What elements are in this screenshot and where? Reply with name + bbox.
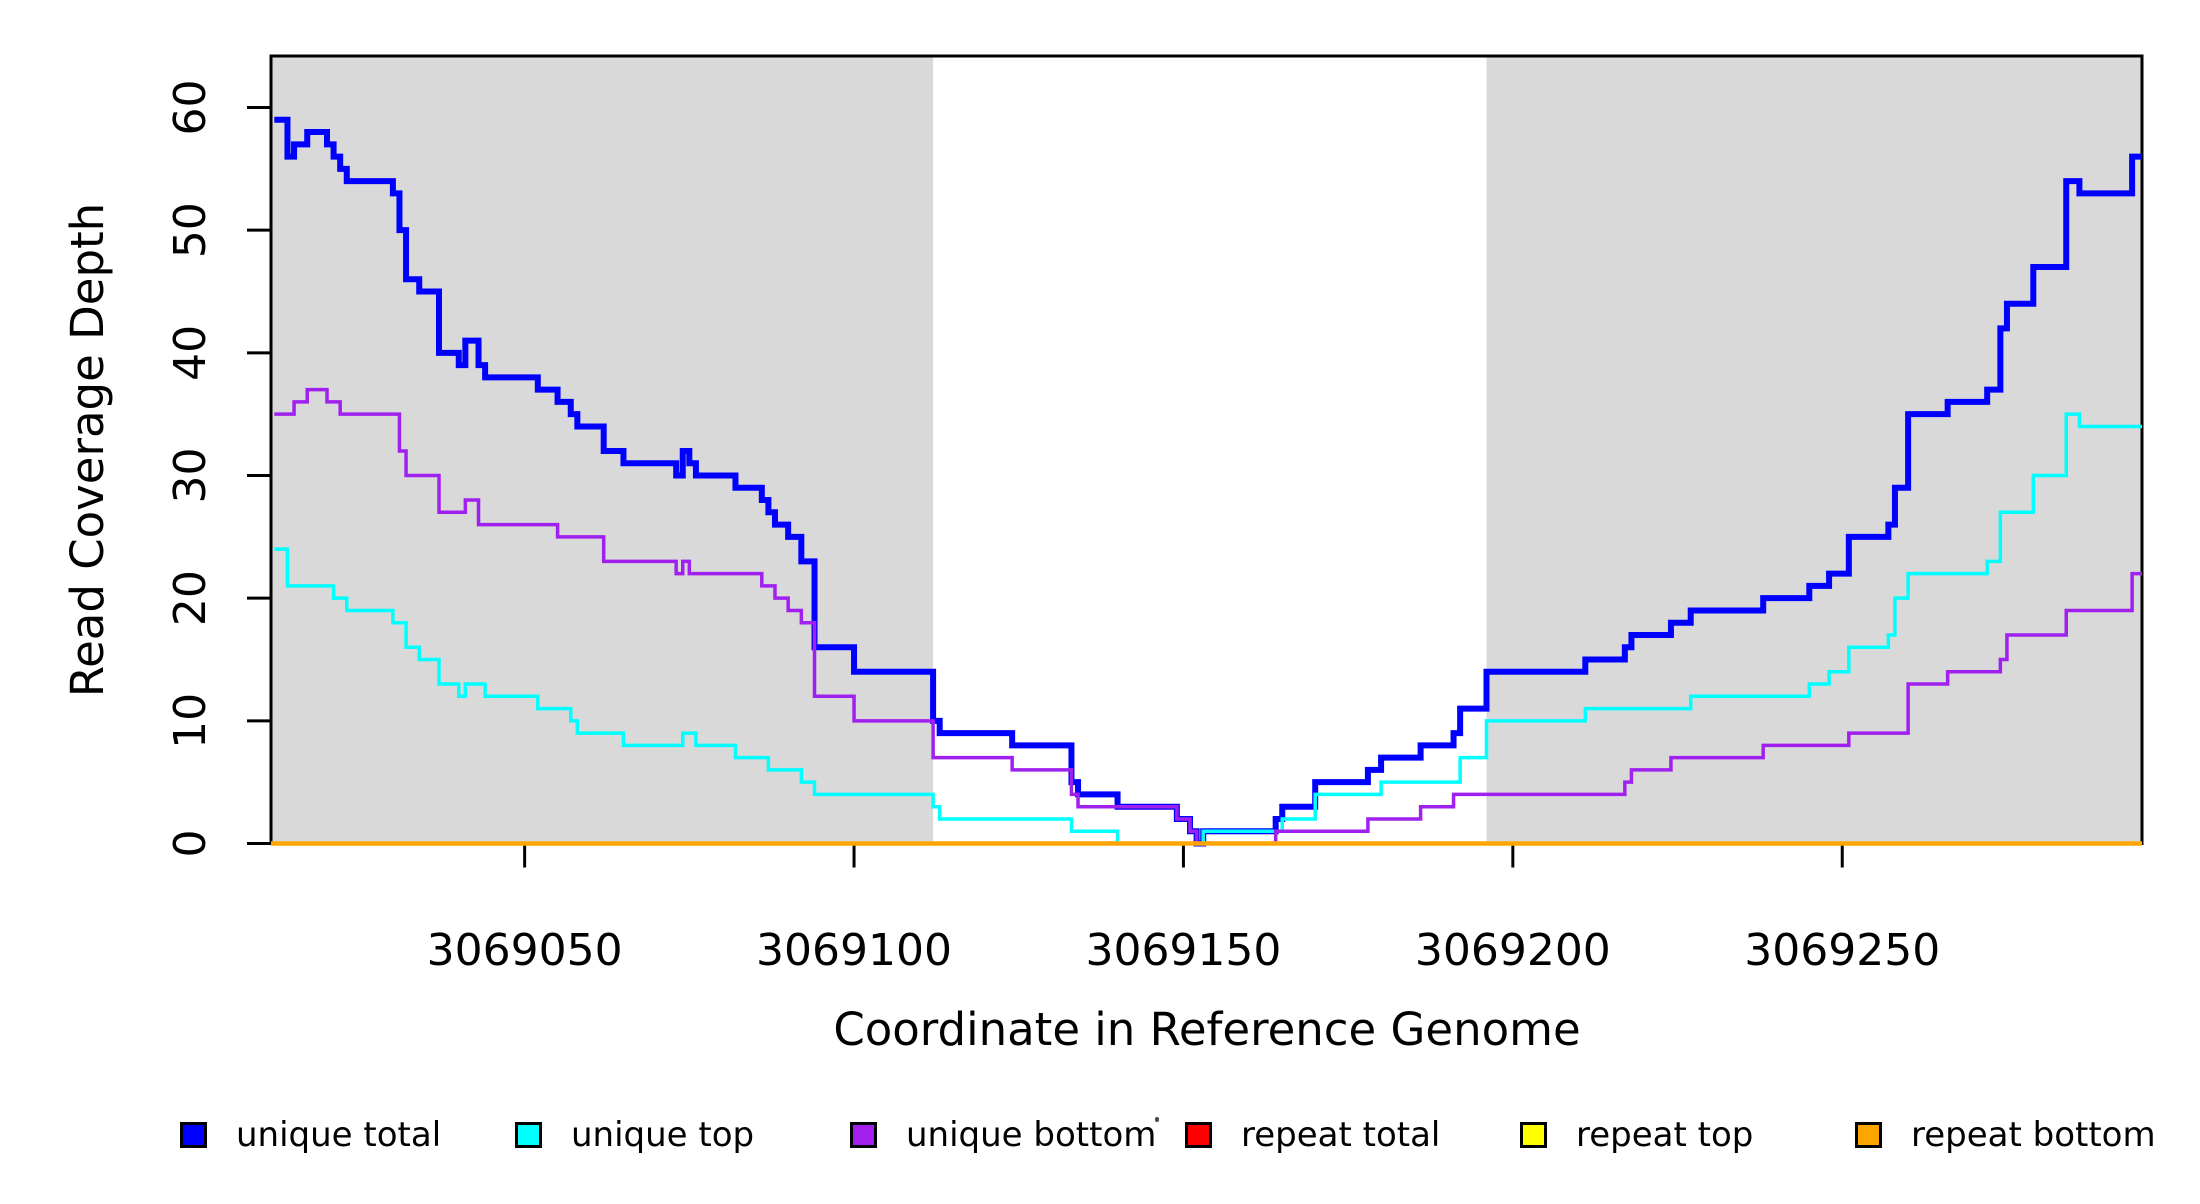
y-tick-label: 30 xyxy=(165,448,216,504)
x-tick-label: 3069050 xyxy=(427,925,623,976)
shaded-regions xyxy=(271,56,2142,844)
axes: 3069050 3069100 3069150 3069200 3069250 0 10 20… xyxy=(165,80,1940,976)
y-tick-label: 20 xyxy=(165,570,216,626)
y-tick-label: 60 xyxy=(165,80,216,136)
series-lines xyxy=(271,116,2142,847)
x-tick-label: 3069150 xyxy=(1085,925,1281,976)
y-tick-label: 10 xyxy=(165,693,216,749)
x-tick-label: 3069200 xyxy=(1415,925,1611,976)
y-tick-label: 0 xyxy=(165,830,216,858)
series-unique-top xyxy=(274,412,2142,846)
x-axis-title: Coordinate in Reference Genome xyxy=(833,1003,1580,1056)
series-unique-bottom xyxy=(274,387,2142,846)
legend-artifact-dot xyxy=(1155,1117,1159,1122)
series-unique-total xyxy=(274,116,2142,847)
x-tick-label: 3069250 xyxy=(1744,925,1940,976)
y-tick-label: 40 xyxy=(165,325,216,381)
shaded-region xyxy=(1486,56,2142,844)
x-tick-label: 3069100 xyxy=(756,925,952,976)
y-tick-label: 50 xyxy=(165,202,216,258)
y-axis-title: Read Coverage Depth xyxy=(61,203,114,697)
